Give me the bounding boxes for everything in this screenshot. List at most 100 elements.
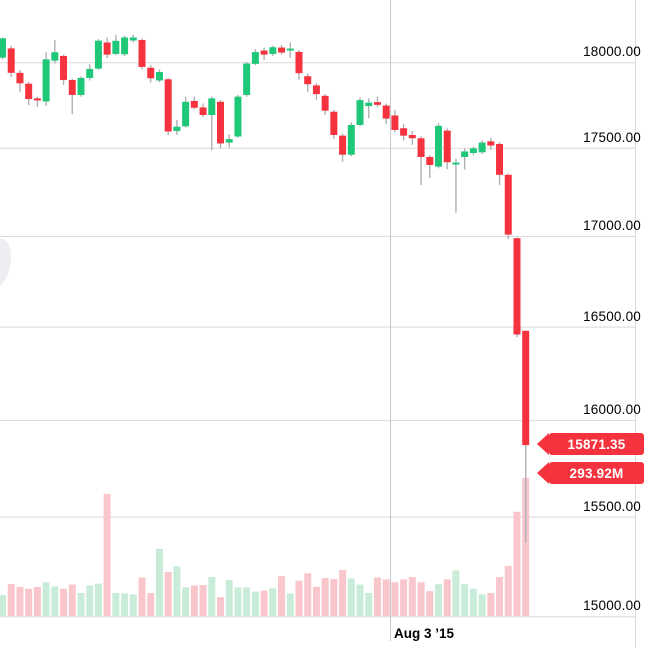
candle[interactable] [173,126,181,131]
volume-bar[interactable] [382,579,390,616]
candle[interactable] [278,47,286,53]
candle[interactable] [68,79,76,95]
candle[interactable] [312,85,320,95]
volume-bar[interactable] [147,592,155,616]
volume-bar[interactable] [426,591,434,616]
candle[interactable] [164,79,172,132]
volume-bar[interactable] [243,587,251,616]
volume-bar[interactable] [312,586,320,616]
candle[interactable] [60,55,68,80]
volume-bar[interactable] [522,478,530,616]
candle[interactable] [461,151,469,157]
volume-bar[interactable] [173,566,181,616]
candle[interactable] [251,52,259,64]
candle[interactable] [260,50,268,55]
candle[interactable] [51,52,59,61]
candle[interactable] [408,134,416,139]
candle[interactable] [347,124,355,155]
volume-bar[interactable] [164,571,172,616]
candle[interactable] [112,40,120,54]
candle[interactable] [304,76,312,85]
volume-bar[interactable] [330,578,338,616]
volume-bar[interactable] [234,587,242,616]
volume-bar[interactable] [469,588,477,616]
volume-bar[interactable] [0,594,6,616]
candle[interactable] [391,115,399,130]
candle[interactable] [513,238,521,335]
candle[interactable] [269,47,277,54]
candle[interactable] [365,102,373,107]
volume-bar[interactable] [77,592,85,616]
candle[interactable] [0,38,6,58]
candle[interactable] [321,95,329,111]
candle[interactable] [295,51,303,74]
candle[interactable] [25,83,33,100]
volume-bar[interactable] [251,591,259,616]
candle[interactable] [138,39,146,67]
volume-bar[interactable] [417,582,425,616]
candle[interactable] [452,162,460,165]
volume-bar[interactable] [42,582,50,616]
candle[interactable] [129,37,137,41]
volume-bar[interactable] [304,573,312,616]
candle[interactable] [496,143,504,175]
candle[interactable] [330,111,338,135]
volume-bar[interactable] [190,585,198,616]
volume-bar[interactable] [487,592,495,616]
candle[interactable] [522,330,530,446]
volume-bar[interactable] [435,584,442,616]
volume-bar[interactable] [208,577,216,616]
volume-bar[interactable] [461,584,469,616]
volume-bar[interactable] [513,511,521,616]
volume-bar[interactable] [217,597,224,616]
volume-bar[interactable] [129,594,137,616]
volume-bar[interactable] [365,592,373,616]
volume-bar[interactable] [68,584,76,616]
candle[interactable] [16,72,24,84]
volume-bar[interactable] [155,548,163,616]
volume-bar[interactable] [112,592,120,616]
volume-bar[interactable] [504,565,512,616]
volume-bar[interactable] [94,583,102,616]
candle[interactable] [504,174,512,235]
candle[interactable] [217,101,224,144]
candle[interactable] [225,139,233,143]
volume-bar[interactable] [225,579,233,616]
volume-bar[interactable] [138,577,146,616]
candle[interactable] [286,48,294,51]
candle[interactable] [94,40,102,69]
volume-bar[interactable] [51,586,59,616]
volume-bar[interactable] [60,588,68,616]
volume-bar[interactable] [25,588,33,616]
candle[interactable] [373,102,381,105]
volume-bar[interactable] [121,593,129,616]
candle[interactable] [121,37,129,55]
candle[interactable] [182,101,190,127]
volume-bar[interactable] [286,593,294,616]
candle[interactable] [243,63,251,95]
candle[interactable] [356,100,364,125]
candle[interactable] [435,125,442,167]
volume-bar[interactable] [347,578,355,616]
candle[interactable] [77,77,85,95]
volume-bar[interactable] [295,580,303,616]
volume-bar[interactable] [373,577,381,616]
volume-bar[interactable] [33,586,41,616]
volume-bar[interactable] [103,493,111,616]
volume-bar[interactable] [408,577,416,616]
candle[interactable] [234,96,242,137]
candle[interactable] [469,148,477,153]
volume-bar[interactable] [278,576,286,616]
volume-bar[interactable] [452,570,460,616]
candle[interactable] [42,59,50,102]
volume-bar[interactable] [199,585,207,616]
volume-bar[interactable] [16,586,24,616]
volume-bar[interactable] [86,585,94,616]
candle[interactable] [382,105,390,119]
volume-bar[interactable] [339,569,347,616]
volume-bar[interactable] [496,577,504,616]
candle[interactable] [443,130,451,163]
candle[interactable] [417,138,425,157]
volume-bar[interactable] [478,594,486,616]
